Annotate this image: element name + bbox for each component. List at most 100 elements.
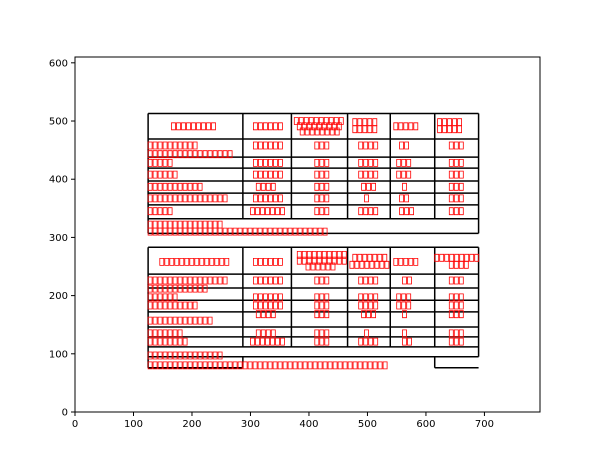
x-tick-label: 600	[416, 419, 435, 430]
missing-glyph-text	[402, 276, 412, 285]
missing-glyph-text	[255, 182, 276, 191]
missing-glyph-text	[396, 159, 412, 167]
missing-glyph-text	[253, 276, 283, 285]
missing-glyph-text	[253, 141, 283, 150]
missing-glyph-text	[314, 182, 330, 191]
missing-glyph-text	[448, 337, 464, 346]
x-tick-label: 100	[124, 419, 143, 430]
missing-glyph-text	[147, 351, 223, 360]
missing-glyph-text	[314, 276, 330, 285]
missing-glyph-text	[358, 170, 379, 179]
missing-glyph-text	[253, 122, 283, 131]
missing-glyph-text	[147, 141, 198, 150]
missing-glyph-text	[448, 159, 464, 167]
missing-glyph-text	[396, 170, 412, 179]
missing-glyph-text	[448, 260, 469, 269]
missing-glyph-text	[402, 329, 407, 338]
missing-glyph-text	[314, 159, 330, 167]
missing-glyph-text	[448, 182, 464, 191]
missing-glyph-text	[358, 293, 379, 302]
missing-glyph-text	[253, 170, 283, 179]
missing-glyph-text	[358, 337, 379, 346]
missing-glyph-text	[402, 337, 412, 346]
missing-glyph-text	[393, 258, 419, 266]
missing-glyph-text	[396, 293, 412, 302]
missing-glyph-text	[147, 337, 188, 346]
missing-glyph-text	[448, 329, 464, 338]
missing-glyph-text	[147, 293, 178, 302]
missing-glyph-text	[253, 293, 283, 302]
missing-glyph-text	[364, 329, 369, 338]
missing-glyph-text	[255, 329, 276, 338]
missing-glyph-text	[364, 194, 369, 203]
missing-glyph-text	[147, 182, 203, 191]
missing-glyph-text	[358, 159, 379, 167]
missing-glyph-text	[159, 258, 230, 266]
axes-frame	[74, 56, 541, 413]
missing-glyph-text	[399, 207, 414, 216]
missing-glyph-text	[255, 310, 276, 319]
missing-glyph-text	[147, 276, 228, 285]
missing-glyph-text	[448, 194, 464, 203]
x-tick-label: 300	[241, 419, 260, 430]
missing-glyph-text	[147, 150, 233, 159]
y-tick-label: 0	[62, 408, 68, 419]
x-tick-label: 0	[72, 419, 78, 430]
missing-glyph-text	[393, 122, 419, 131]
missing-glyph-text	[147, 316, 213, 325]
missing-glyph-text	[299, 127, 340, 136]
missing-glyph-text	[361, 182, 376, 191]
y-tick-label: 100	[49, 349, 68, 360]
x-tick-label: 700	[475, 419, 494, 430]
missing-glyph-text	[352, 118, 378, 127]
missing-glyph-text	[305, 262, 336, 271]
missing-glyph-text	[147, 284, 208, 293]
missing-glyph-text	[314, 337, 330, 346]
y-tick-label: 300	[49, 233, 68, 244]
missing-glyph-text	[314, 207, 330, 216]
missing-glyph-text	[253, 301, 283, 310]
missing-glyph-text	[361, 310, 376, 319]
missing-glyph-text	[402, 182, 407, 191]
missing-glyph-text	[448, 293, 464, 302]
missing-glyph-text	[314, 310, 330, 319]
missing-glyph-text	[396, 301, 412, 310]
missing-glyph-text	[147, 227, 328, 236]
missing-glyph-text	[448, 170, 464, 179]
missing-glyph-text	[147, 159, 173, 167]
missing-glyph-text	[399, 141, 409, 150]
missing-glyph-text	[314, 141, 330, 150]
missing-glyph-text	[250, 207, 285, 216]
missing-glyph-text	[314, 293, 330, 302]
missing-glyph-text	[250, 337, 285, 346]
missing-glyph-text	[402, 310, 407, 319]
missing-glyph-text	[448, 301, 464, 310]
missing-glyph-text	[253, 159, 283, 167]
missing-glyph-text	[147, 361, 388, 370]
missing-glyph-text	[352, 253, 388, 262]
missing-glyph-text	[358, 276, 379, 285]
missing-glyph-text	[171, 122, 216, 131]
missing-glyph-text	[358, 301, 379, 310]
missing-glyph-text	[314, 329, 330, 338]
missing-glyph-text	[147, 329, 183, 338]
x-tick-label: 400	[299, 419, 318, 430]
missing-glyph-text	[147, 301, 198, 310]
missing-glyph-text	[253, 258, 283, 266]
missing-glyph-text	[399, 194, 409, 203]
missing-glyph-text	[349, 260, 390, 269]
missing-glyph-text	[147, 194, 228, 203]
missing-glyph-text	[448, 141, 464, 150]
y-tick-label: 200	[49, 291, 68, 302]
missing-glyph-text	[314, 170, 330, 179]
missing-glyph-text	[448, 276, 464, 285]
missing-glyph-text	[293, 117, 344, 125]
missing-glyph-text	[147, 220, 223, 229]
x-tick-label: 200	[182, 419, 201, 430]
missing-glyph-text	[437, 118, 462, 127]
missing-glyph-text	[448, 207, 464, 216]
missing-glyph-text	[147, 170, 178, 179]
missing-glyph-text	[358, 207, 379, 216]
y-tick-label: 500	[49, 117, 68, 128]
